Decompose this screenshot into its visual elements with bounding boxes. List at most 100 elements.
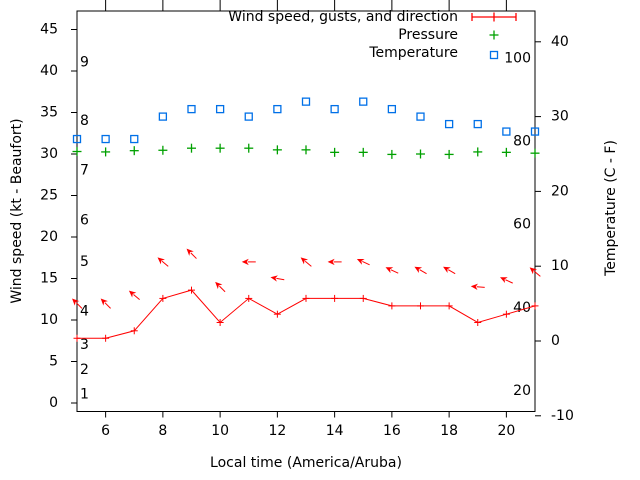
gust-arrow-tail: [304, 260, 312, 267]
gust-arrow-head: [241, 258, 249, 266]
y-left-tick-label: 35: [40, 105, 58, 121]
x-tick-label: 20: [497, 423, 515, 439]
gust-arrow: [72, 298, 83, 309]
gust-arrow: [327, 258, 342, 266]
gust-arrow-tail: [533, 270, 541, 277]
gust-arrow: [300, 257, 312, 267]
temperature-marker: [244, 112, 253, 121]
gust-arrow-tail: [362, 261, 370, 266]
fahrenheit-label: 60: [513, 217, 531, 233]
beaufort-label: 4: [80, 304, 89, 320]
gust-arrow: [270, 275, 285, 282]
gust-arrow-tail: [161, 260, 169, 267]
gust-arrow: [443, 266, 456, 275]
gust-arrow: [356, 258, 370, 266]
y-left-tick-label: 0: [49, 395, 58, 411]
gust-arrow: [500, 277, 513, 284]
gust-arrow-head: [529, 267, 538, 275]
temperature-marker: [473, 119, 482, 129]
gust-arrow-tail: [219, 285, 226, 293]
x-tick-label: 16: [383, 423, 401, 439]
gust-arrow-head: [270, 275, 278, 282]
temperature-marker: [387, 104, 397, 114]
x-tick-label: 6: [101, 423, 110, 439]
gust-arrow-head: [157, 257, 165, 265]
y-left-tick-label: 20: [40, 229, 58, 245]
y-right-tick-label: 20: [551, 183, 569, 199]
y-left-tick-label: 10: [40, 312, 58, 328]
gust-arrow-head: [443, 266, 451, 273]
gust-arrow: [186, 248, 197, 259]
wind-speed-series: [73, 286, 539, 342]
beaufort-label: 9: [80, 55, 89, 71]
temperature-marker: [359, 97, 368, 106]
legend-label-wind: Wind speed, gusts, and direction: [228, 9, 458, 25]
legend-sample-temperature-square-icon: [489, 50, 499, 60]
fahrenheit-label: 40: [513, 300, 531, 316]
fahrenheit-label: 100: [504, 50, 531, 66]
x-axis-ticks: 6 8 10 12 14 16 18 20: [101, 0, 515, 439]
legend-sample-wind-errorbar-icon: [471, 12, 517, 22]
gust-arrow-head: [186, 248, 194, 256]
y-left-tick-label: 25: [40, 188, 58, 204]
pressure-series: [72, 143, 540, 159]
gust-arrow-tail: [190, 252, 197, 259]
beaufort-label: 8: [80, 113, 89, 129]
y-right-axis-ticks: -10 0 10 20 30 40: [535, 34, 574, 424]
gust-arrow-head: [100, 298, 108, 306]
temperature-marker: [530, 127, 540, 136]
x-tick-label: 10: [211, 423, 229, 439]
x-tick-label: 14: [326, 423, 344, 439]
x-tick-label: 12: [268, 423, 286, 439]
fahrenheit-label: 80: [513, 134, 531, 150]
gust-arrow-tail: [476, 286, 485, 288]
temperature-marker: [330, 104, 339, 114]
beaufort-label: 6: [80, 212, 89, 228]
y-left-tick-label: 5: [49, 354, 58, 370]
legend-sample-pressure-plus-icon: [489, 30, 499, 40]
gust-arrow-tail: [133, 294, 140, 300]
beaufort-label: 7: [80, 163, 89, 179]
y-left-axis-title: Wind speed (kt - Beaufort): [9, 118, 25, 303]
gust-arrow: [414, 266, 427, 275]
temperature-marker: [273, 104, 282, 114]
temperature-series: [72, 97, 540, 144]
gust-arrow: [385, 267, 399, 274]
x-tick-label: 18: [440, 423, 458, 439]
gust-arrow-head: [72, 298, 80, 306]
gust-direction-arrows: [72, 248, 541, 309]
gust-arrow: [529, 267, 541, 277]
gust-arrow-tail: [276, 277, 285, 281]
legend-label-temperature: Temperature: [368, 45, 458, 61]
y-left-tick-label: 45: [40, 22, 58, 38]
gust-arrow-head: [500, 277, 508, 284]
y-right-tick-label: 30: [551, 109, 569, 125]
y-right-axis-title: Temperature (C - F): [603, 140, 619, 277]
x-tick-label: 8: [158, 423, 167, 439]
gust-arrow-tail: [448, 269, 456, 275]
y-left-tick-label: 15: [40, 271, 58, 287]
gust-arrow: [215, 281, 226, 293]
beaufort-label: 1: [80, 387, 89, 403]
legend: Wind speed, gusts, and direction Pressur…: [228, 9, 517, 61]
gust-arrow-tail: [75, 302, 83, 309]
gust-arrow: [470, 283, 485, 290]
y-right-tick-label: -10: [551, 408, 574, 424]
plot-border: [76, 10, 536, 412]
legend-label-pressure: Pressure: [398, 27, 458, 43]
y-right-tick-label: 10: [551, 258, 569, 274]
temperature-marker: [416, 112, 425, 121]
temperature-marker: [502, 127, 511, 136]
temperature-marker: [72, 134, 82, 144]
gust-arrow: [157, 257, 169, 267]
gust-arrow-head: [470, 283, 479, 290]
y-right-tick-label: 40: [551, 34, 569, 50]
y-left-axis-ticks: 0 5 10 15 20 25 30 35 40 45: [40, 22, 77, 411]
temperature-marker: [130, 134, 139, 144]
x-axis-title: Local time (America/Aruba): [210, 455, 402, 471]
fahrenheit-scale-labels: 20 40 60 80 100: [504, 50, 531, 398]
gust-arrow-head: [385, 267, 394, 274]
beaufort-label: 2: [80, 362, 89, 378]
y-left-tick-label: 30: [40, 146, 58, 162]
